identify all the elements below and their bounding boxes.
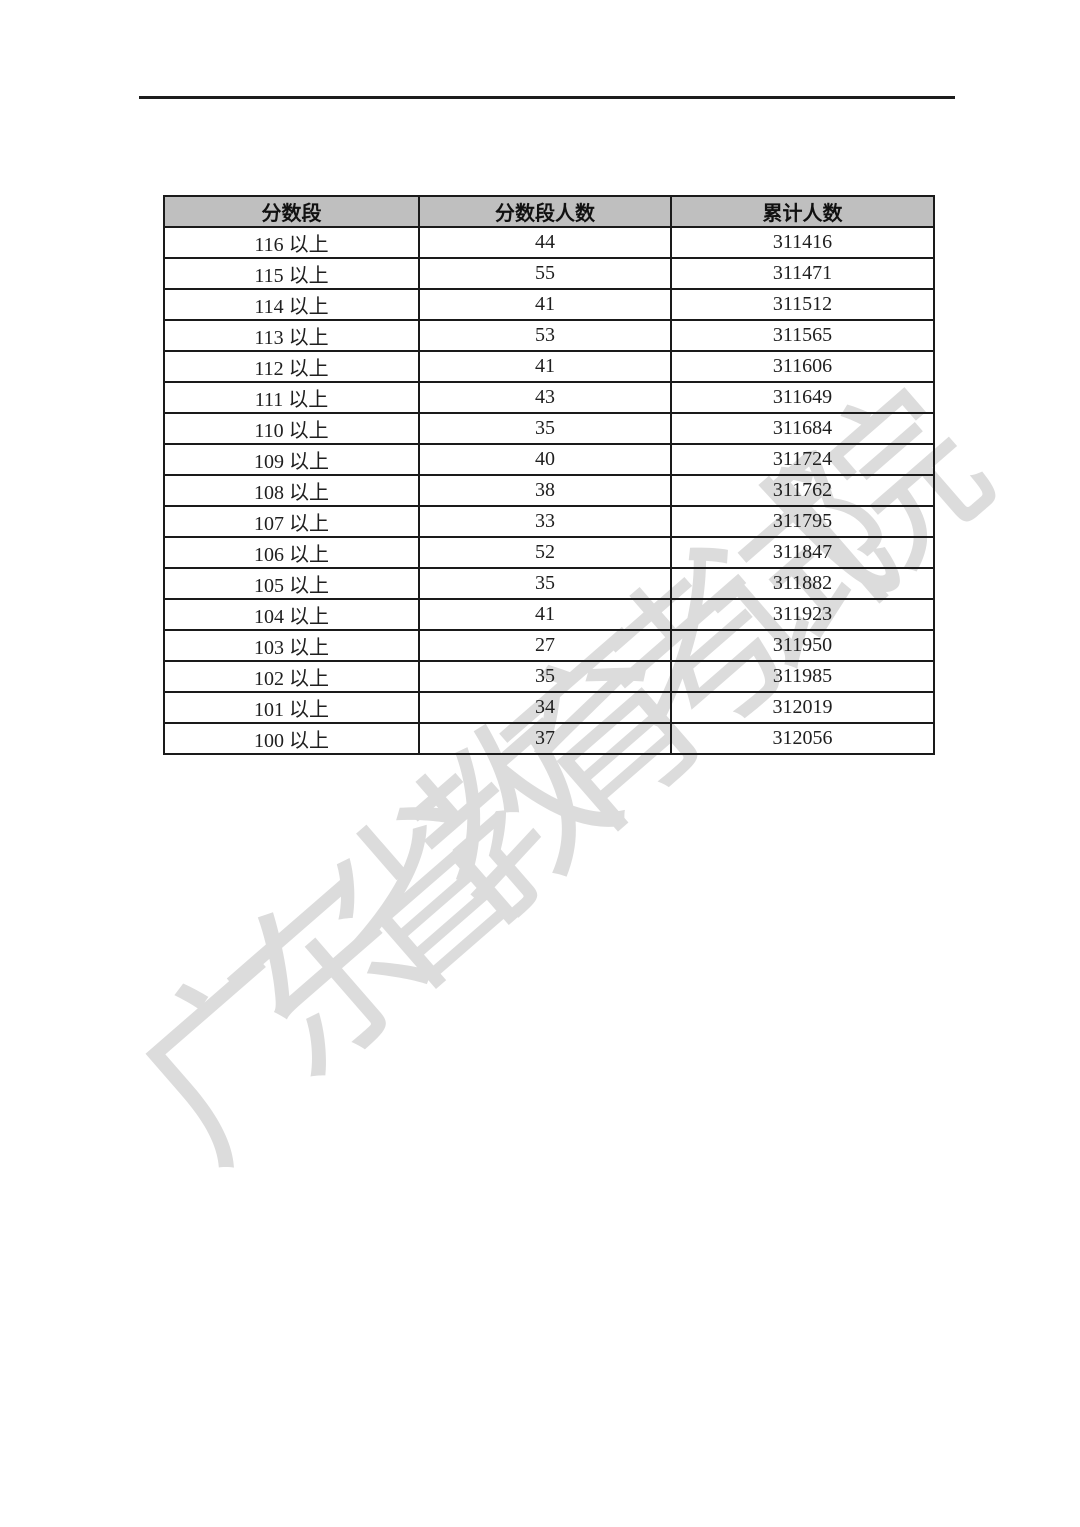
score-range-cell: 113 以上 xyxy=(163,319,420,352)
score-range-cell: 106 以上 xyxy=(163,536,420,569)
score-range-cell: 100 以上 xyxy=(163,722,420,755)
column-header-cumulative-count: 累计人数 xyxy=(670,195,935,228)
table-row: 108 以上 38 311762 xyxy=(163,474,935,507)
score-range-cell: 109 以上 xyxy=(163,443,420,476)
score-range-cell: 114 以上 xyxy=(163,288,420,321)
column-header-score-range: 分数段 xyxy=(163,195,420,228)
table-row: 104 以上 41 311923 xyxy=(163,598,935,631)
table-row: 109 以上 40 311724 xyxy=(163,443,935,476)
cumulative-count-cell: 312019 xyxy=(670,691,935,724)
table-row: 116 以上 44 311416 xyxy=(163,226,935,259)
table-row: 114 以上 41 311512 xyxy=(163,288,935,321)
cumulative-count-cell: 311649 xyxy=(670,381,935,414)
segment-count-cell: 35 xyxy=(418,412,672,445)
segment-count-cell: 35 xyxy=(418,660,672,693)
cumulative-count-cell: 311762 xyxy=(670,474,935,507)
table-body: 116 以上 44 311416 115 以上 55 311471 114 以上 41 3115… xyxy=(163,226,935,755)
score-range-cell: 110 以上 xyxy=(163,412,420,445)
cumulative-count-cell: 311471 xyxy=(670,257,935,290)
score-range-cell: 111 以上 xyxy=(163,381,420,414)
segment-count-cell: 27 xyxy=(418,629,672,662)
score-range-cell: 103 以上 xyxy=(163,629,420,662)
score-range-cell: 112 以上 xyxy=(163,350,420,383)
cumulative-count-cell: 311923 xyxy=(670,598,935,631)
segment-count-cell: 37 xyxy=(418,722,672,755)
cumulative-count-cell: 311512 xyxy=(670,288,935,321)
table-row: 111 以上 43 311649 xyxy=(163,381,935,414)
table-row: 100 以上 37 312056 xyxy=(163,722,935,755)
cumulative-count-cell: 312056 xyxy=(670,722,935,755)
score-range-cell: 108 以上 xyxy=(163,474,420,507)
cumulative-count-cell: 311416 xyxy=(670,226,935,259)
table-row: 107 以上 33 311795 xyxy=(163,505,935,538)
table-row: 102 以上 35 311985 xyxy=(163,660,935,693)
cumulative-count-cell: 311847 xyxy=(670,536,935,569)
score-range-cell: 115 以上 xyxy=(163,257,420,290)
header-row: 分数段 分数段人数 累计人数 xyxy=(163,195,935,228)
cumulative-count-cell: 311795 xyxy=(670,505,935,538)
table-row: 110 以上 35 311684 xyxy=(163,412,935,445)
segment-count-cell: 43 xyxy=(418,381,672,414)
segment-count-cell: 53 xyxy=(418,319,672,352)
header-rule xyxy=(139,96,955,99)
cumulative-count-cell: 311606 xyxy=(670,350,935,383)
table-row: 115 以上 55 311471 xyxy=(163,257,935,290)
segment-count-cell: 41 xyxy=(418,350,672,383)
table-row: 112 以上 41 311606 xyxy=(163,350,935,383)
score-range-cell: 116 以上 xyxy=(163,226,420,259)
table-row: 106 以上 52 311847 xyxy=(163,536,935,569)
score-range-cell: 101 以上 xyxy=(163,691,420,724)
segment-count-cell: 52 xyxy=(418,536,672,569)
score-range-cell: 104 以上 xyxy=(163,598,420,631)
score-range-cell: 102 以上 xyxy=(163,660,420,693)
column-header-segment-count: 分数段人数 xyxy=(418,195,672,228)
segment-count-cell: 33 xyxy=(418,505,672,538)
segment-count-cell: 35 xyxy=(418,567,672,600)
table-row: 105 以上 35 311882 xyxy=(163,567,935,600)
cumulative-count-cell: 311724 xyxy=(670,443,935,476)
segment-count-cell: 40 xyxy=(418,443,672,476)
table-header: 分数段 分数段人数 累计人数 xyxy=(163,195,935,228)
table-row: 103 以上 27 311950 xyxy=(163,629,935,662)
cumulative-count-cell: 311950 xyxy=(670,629,935,662)
segment-count-cell: 44 xyxy=(418,226,672,259)
segment-count-cell: 55 xyxy=(418,257,672,290)
cumulative-count-cell: 311684 xyxy=(670,412,935,445)
cumulative-count-cell: 311985 xyxy=(670,660,935,693)
segment-count-cell: 41 xyxy=(418,598,672,631)
table-row: 101 以上 34 312019 xyxy=(163,691,935,724)
score-range-cell: 107 以上 xyxy=(163,505,420,538)
score-distribution-table: 分数段 分数段人数 累计人数 116 以上 44 311416 115 以上 55 311… xyxy=(163,195,935,755)
score-range-cell: 105 以上 xyxy=(163,567,420,600)
cumulative-count-cell: 311882 xyxy=(670,567,935,600)
segment-count-cell: 38 xyxy=(418,474,672,507)
segment-count-cell: 41 xyxy=(418,288,672,321)
table-row: 113 以上 53 311565 xyxy=(163,319,935,352)
cumulative-count-cell: 311565 xyxy=(670,319,935,352)
segment-count-cell: 34 xyxy=(418,691,672,724)
